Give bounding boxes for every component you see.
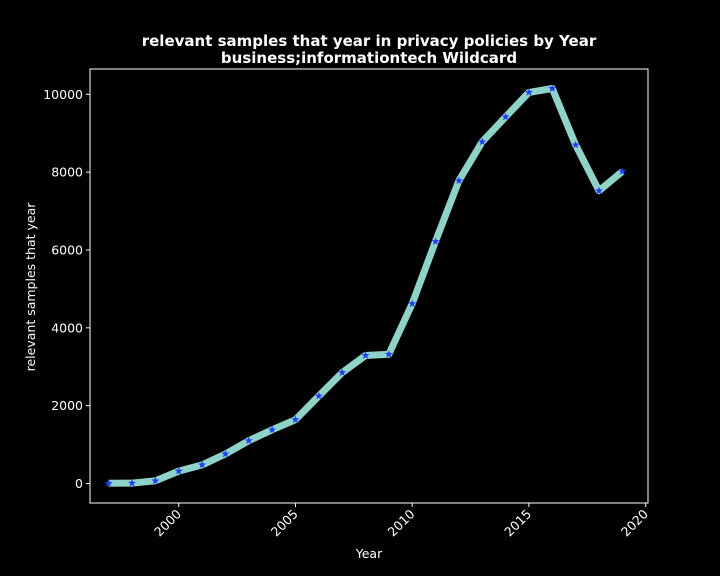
data-point — [548, 84, 557, 92]
chart-title-line-1: relevant samples that year in privacy po… — [142, 32, 597, 50]
y-tick-label: 4000 — [51, 320, 83, 335]
x-tick-label: 2000 — [151, 506, 184, 539]
data-point — [408, 299, 417, 308]
data-point — [501, 112, 510, 121]
y-tick-label: 2000 — [51, 398, 83, 413]
x-tick-label: 2005 — [268, 506, 301, 539]
data-point — [128, 478, 137, 487]
y-tick-label: 6000 — [51, 242, 83, 257]
chart-title-line-2: business;informationtech Wildcard — [221, 49, 517, 67]
x-tick-label: 2010 — [384, 506, 417, 539]
data-point — [221, 449, 230, 458]
data-point — [338, 368, 347, 376]
data-point — [571, 140, 580, 149]
data-point — [524, 88, 533, 96]
x-axis-label: Year — [355, 546, 383, 561]
data-point — [478, 137, 487, 146]
data-point — [618, 167, 627, 175]
y-tick-label: 0 — [75, 476, 83, 491]
data-point — [151, 476, 160, 485]
y-tick-label: 10000 — [43, 87, 83, 102]
data-point — [314, 391, 323, 400]
data-point — [291, 415, 300, 424]
data-point — [104, 479, 113, 487]
series-line — [108, 85, 625, 487]
data-point — [594, 186, 603, 195]
data-point — [244, 436, 253, 445]
data-point — [268, 425, 277, 434]
data-point — [431, 237, 440, 245]
data-point — [454, 176, 463, 185]
x-tick-label: 2015 — [501, 506, 534, 539]
y-axis-label: relevant samples that year — [23, 202, 38, 372]
plot-frame — [89, 68, 649, 504]
data-point — [174, 466, 183, 475]
x-tick-label: 2020 — [618, 506, 651, 539]
y-tick-label: 8000 — [51, 165, 83, 180]
plot-area: 2000 2005 2010 2015 2020 0 2000 4000 6000 8000 100… — [43, 68, 651, 539]
data-point — [198, 460, 207, 469]
data-point — [384, 350, 393, 358]
data-point — [361, 351, 370, 359]
